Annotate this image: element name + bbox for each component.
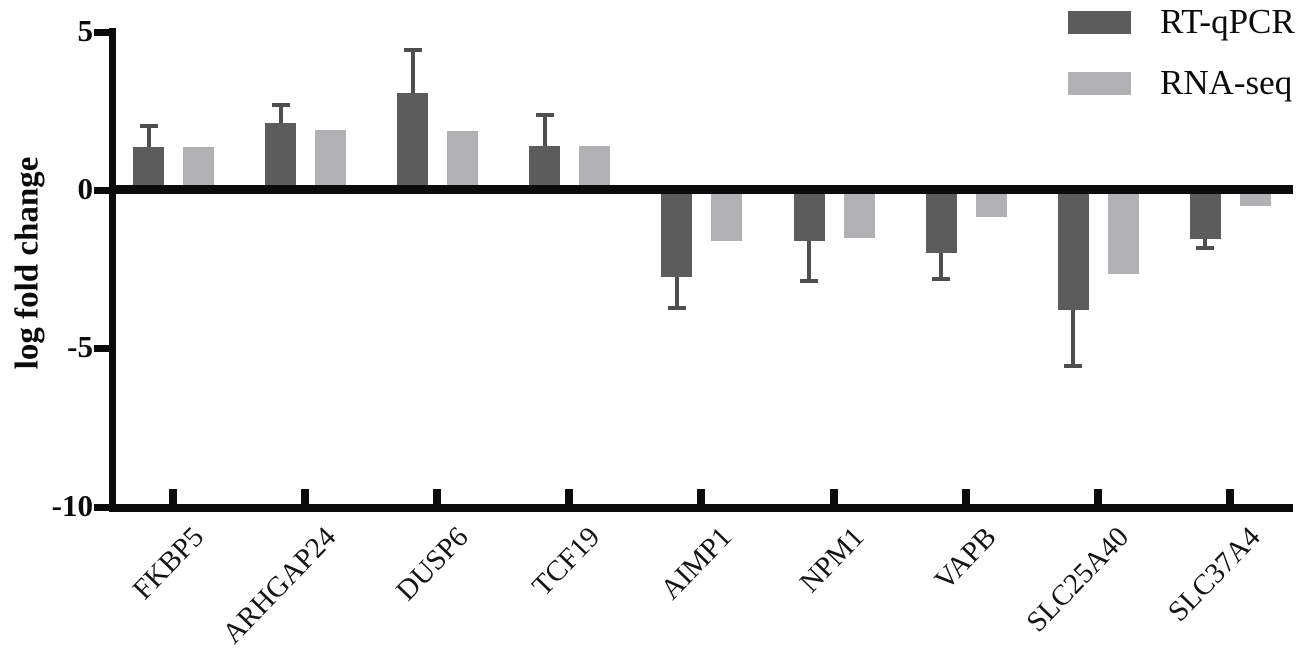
error-bar-cap — [932, 277, 951, 282]
x-category-label: VAPB — [928, 521, 1003, 597]
error-bar-line — [1071, 310, 1076, 368]
y-axis-tick — [94, 187, 111, 194]
error-bar-line — [807, 240, 811, 282]
x-axis-tick — [565, 489, 574, 504]
bar-rna-seq-npm1 — [843, 190, 875, 238]
error-bar-cap — [271, 103, 290, 108]
y-axis-line — [109, 28, 116, 512]
error-bar-cap — [800, 278, 818, 283]
error-bar-line — [410, 49, 415, 94]
bar-rna-seq-fkbp5 — [183, 147, 214, 190]
error-bar-line — [1203, 239, 1208, 249]
error-bar-cap — [1196, 245, 1215, 250]
y-axis-tick — [94, 345, 111, 353]
bar-rt-qpcr-vapb — [925, 190, 957, 254]
legend-item-rt-qpcr: RT-qPCR — [1068, 2, 1295, 42]
x-axis-tick — [1093, 489, 1102, 504]
error-bar-cap — [667, 305, 686, 310]
error-bar-line — [939, 253, 944, 281]
y-axis-tick — [94, 28, 111, 36]
x-axis-tick — [697, 489, 706, 504]
x-axis-line — [109, 504, 1293, 512]
error-bar-cap — [139, 124, 158, 129]
bar-rna-seq-dusp6 — [447, 131, 479, 190]
x-category-label: NPM1 — [793, 521, 871, 599]
y-tick-label: -5 — [67, 329, 93, 365]
rna-seq-swatch-icon — [1068, 71, 1131, 95]
error-bar-line — [674, 277, 679, 309]
bar-rna-seq-vapb — [975, 190, 1007, 217]
x-category-label: DUSP6 — [389, 521, 475, 608]
bar-rna-seq-aimp1 — [711, 190, 743, 241]
bar-rt-qpcr-npm1 — [793, 190, 825, 241]
x-category-label: SLC25A40 — [1019, 521, 1135, 639]
bar-rt-qpcr-tcf19 — [529, 145, 561, 190]
x-category-label: FKBP5 — [126, 521, 211, 606]
bar-rt-qpcr-aimp1 — [661, 190, 693, 278]
x-category-label: SLC37A4 — [1162, 521, 1267, 628]
error-bar-cap — [403, 48, 422, 53]
bar-rt-qpcr-slc37a4 — [1189, 190, 1221, 240]
rt-qpcr-swatch-icon — [1068, 10, 1131, 34]
x-axis-tick — [433, 489, 442, 504]
zero-line — [109, 185, 1293, 194]
legend-label-rna-seq: RNA-seq — [1160, 63, 1293, 102]
legend: RT-qPCR RNA-seq — [1068, 2, 1295, 103]
y-axis-tick — [94, 503, 111, 511]
bar-rna-seq-tcf19 — [579, 145, 611, 190]
error-bar-line — [278, 104, 283, 124]
bar-rt-qpcr-dusp6 — [397, 93, 429, 190]
x-axis-tick — [829, 489, 838, 504]
legend-label-rt-qpcr: RT-qPCR — [1160, 2, 1295, 41]
y-tick-label: -10 — [51, 487, 93, 523]
bar-rt-qpcr-fkbp5 — [133, 147, 164, 190]
x-category-label: ARHGAP24 — [216, 521, 343, 650]
error-bar-line — [542, 113, 547, 146]
x-category-label: AIMP1 — [654, 521, 739, 606]
x-axis-tick — [961, 489, 970, 504]
x-axis-tick — [1225, 489, 1234, 504]
error-bar-cap — [1064, 364, 1083, 369]
bar-rt-qpcr-slc25a40 — [1057, 190, 1089, 311]
error-bar-line — [146, 125, 151, 148]
y-tick-label: 0 — [77, 171, 94, 206]
legend-item-rna-seq: RNA-seq — [1068, 63, 1295, 103]
bar-rt-qpcr-arhgap24 — [265, 123, 297, 190]
x-axis-tick — [169, 489, 177, 504]
bar-rna-seq-arhgap24 — [315, 129, 347, 190]
bar-rna-seq-slc25a40 — [1107, 190, 1139, 274]
error-bar-cap — [535, 112, 554, 117]
x-category-label: TCF19 — [526, 521, 607, 603]
x-axis-tick — [301, 489, 310, 504]
y-tick-label: 5 — [77, 12, 94, 48]
